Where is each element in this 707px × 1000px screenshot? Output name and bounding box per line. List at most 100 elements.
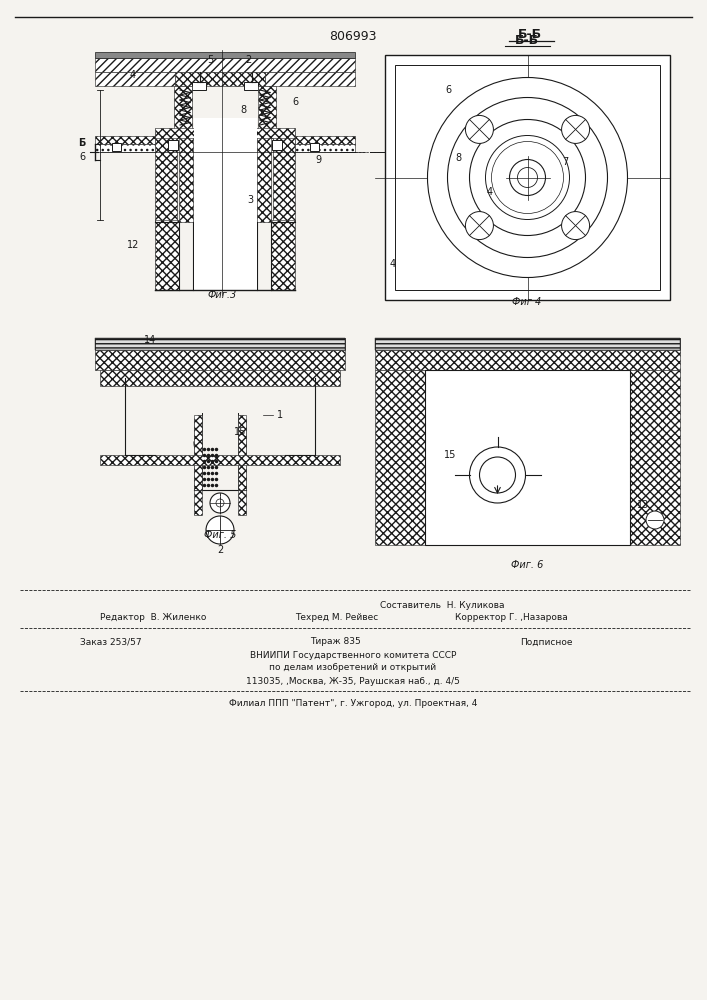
Bar xyxy=(112,143,121,151)
Circle shape xyxy=(465,212,493,240)
Bar xyxy=(425,370,630,545)
Bar xyxy=(271,220,295,290)
Circle shape xyxy=(518,167,537,188)
Text: 1: 1 xyxy=(277,410,283,420)
Bar xyxy=(175,72,265,86)
Text: Фиг 4: Фиг 4 xyxy=(513,297,542,307)
Bar xyxy=(257,134,271,222)
Text: 5: 5 xyxy=(207,55,213,65)
Circle shape xyxy=(510,159,546,196)
Bar xyxy=(630,370,680,545)
Text: 13: 13 xyxy=(637,500,649,510)
Text: Составитель  Н. Куликова: Составитель Н. Куликова xyxy=(380,601,505,610)
Bar xyxy=(375,338,680,350)
Bar xyxy=(95,350,345,370)
Circle shape xyxy=(491,141,563,214)
Text: Б-Б: Б-Б xyxy=(515,33,539,46)
Text: 4: 4 xyxy=(130,70,136,80)
Text: Фиг. 5: Фиг. 5 xyxy=(204,530,236,540)
Text: 113035, ,Москва, Ж-35, Раушская наб., д. 4/5: 113035, ,Москва, Ж-35, Раушская наб., д.… xyxy=(246,676,460,686)
Bar xyxy=(385,55,670,300)
Text: Техред М. Рейвес: Техред М. Рейвес xyxy=(295,613,378,622)
Bar xyxy=(95,58,355,72)
Text: 9: 9 xyxy=(315,155,321,165)
Bar xyxy=(266,130,276,138)
Circle shape xyxy=(646,511,664,529)
Bar xyxy=(265,72,355,86)
Text: 4: 4 xyxy=(390,259,396,269)
Bar xyxy=(192,82,206,90)
Text: 14: 14 xyxy=(144,335,156,345)
Circle shape xyxy=(428,78,628,277)
Bar xyxy=(258,86,276,130)
Bar xyxy=(310,143,319,151)
Text: 806993: 806993 xyxy=(329,30,377,43)
Bar xyxy=(95,136,155,144)
Bar xyxy=(295,144,355,152)
Bar xyxy=(95,338,345,350)
Bar xyxy=(194,420,202,515)
Bar xyxy=(194,118,257,290)
Circle shape xyxy=(216,499,224,507)
Text: Фиг.3: Фиг.3 xyxy=(207,290,237,300)
Bar xyxy=(238,420,246,515)
Bar xyxy=(95,72,175,86)
Bar xyxy=(273,132,295,222)
Bar xyxy=(194,415,202,490)
Bar xyxy=(168,140,178,150)
Text: Фиг. 6: Фиг. 6 xyxy=(511,560,544,570)
Circle shape xyxy=(465,115,493,143)
Bar xyxy=(95,52,355,58)
Text: 3: 3 xyxy=(247,195,253,205)
Text: 7: 7 xyxy=(562,157,568,167)
Bar xyxy=(375,370,425,545)
Bar xyxy=(100,370,340,386)
Bar xyxy=(244,82,258,90)
Circle shape xyxy=(469,119,585,235)
Text: 8: 8 xyxy=(240,105,246,115)
Circle shape xyxy=(486,135,570,220)
Text: 8: 8 xyxy=(455,153,461,163)
Text: 6: 6 xyxy=(445,85,451,95)
Text: 6: 6 xyxy=(79,152,85,162)
Text: 6: 6 xyxy=(292,97,298,107)
Bar xyxy=(155,128,295,138)
Circle shape xyxy=(210,493,230,513)
Bar xyxy=(295,136,355,144)
Text: 15: 15 xyxy=(234,427,246,437)
Text: Редактор  В. Жиленко: Редактор В. Жиленко xyxy=(100,613,206,622)
Bar xyxy=(375,338,680,350)
Circle shape xyxy=(206,516,234,544)
Circle shape xyxy=(561,115,590,143)
Circle shape xyxy=(479,457,515,493)
Circle shape xyxy=(561,212,590,240)
Text: Корректор Г. ,Назарова: Корректор Г. ,Назарова xyxy=(455,613,568,622)
Text: 2: 2 xyxy=(217,545,223,555)
Bar xyxy=(174,130,184,138)
Circle shape xyxy=(448,98,607,257)
Bar xyxy=(395,65,660,290)
Bar xyxy=(174,86,192,130)
Bar xyxy=(179,134,193,222)
Text: Б-Б: Б-Б xyxy=(518,28,542,41)
Text: 12: 12 xyxy=(127,240,139,250)
Bar xyxy=(238,415,246,490)
Bar xyxy=(95,144,155,152)
Bar xyxy=(155,132,177,222)
Circle shape xyxy=(469,447,525,503)
Text: 15: 15 xyxy=(444,450,456,460)
Text: ВНИИПИ Государственного комитета СССР: ВНИИПИ Государственного комитета СССР xyxy=(250,650,456,660)
Text: Тираж 835: Тираж 835 xyxy=(310,638,361,647)
Text: 4: 4 xyxy=(487,187,493,197)
Text: по делам изобретений и открытий: по делам изобретений и открытий xyxy=(269,664,436,672)
Bar xyxy=(272,140,282,150)
Bar xyxy=(375,350,680,370)
Text: 2: 2 xyxy=(245,55,251,65)
Text: Заказ 253/57: Заказ 253/57 xyxy=(80,638,141,647)
Text: Подписное: Подписное xyxy=(520,638,573,647)
Text: Филиал ППП "Патент", г. Ужгород, ул. Проектная, 4: Филиал ППП "Патент", г. Ужгород, ул. Про… xyxy=(229,700,477,708)
Bar xyxy=(95,338,345,350)
Text: Б: Б xyxy=(78,138,86,148)
Bar xyxy=(155,220,179,290)
Bar xyxy=(100,455,340,465)
